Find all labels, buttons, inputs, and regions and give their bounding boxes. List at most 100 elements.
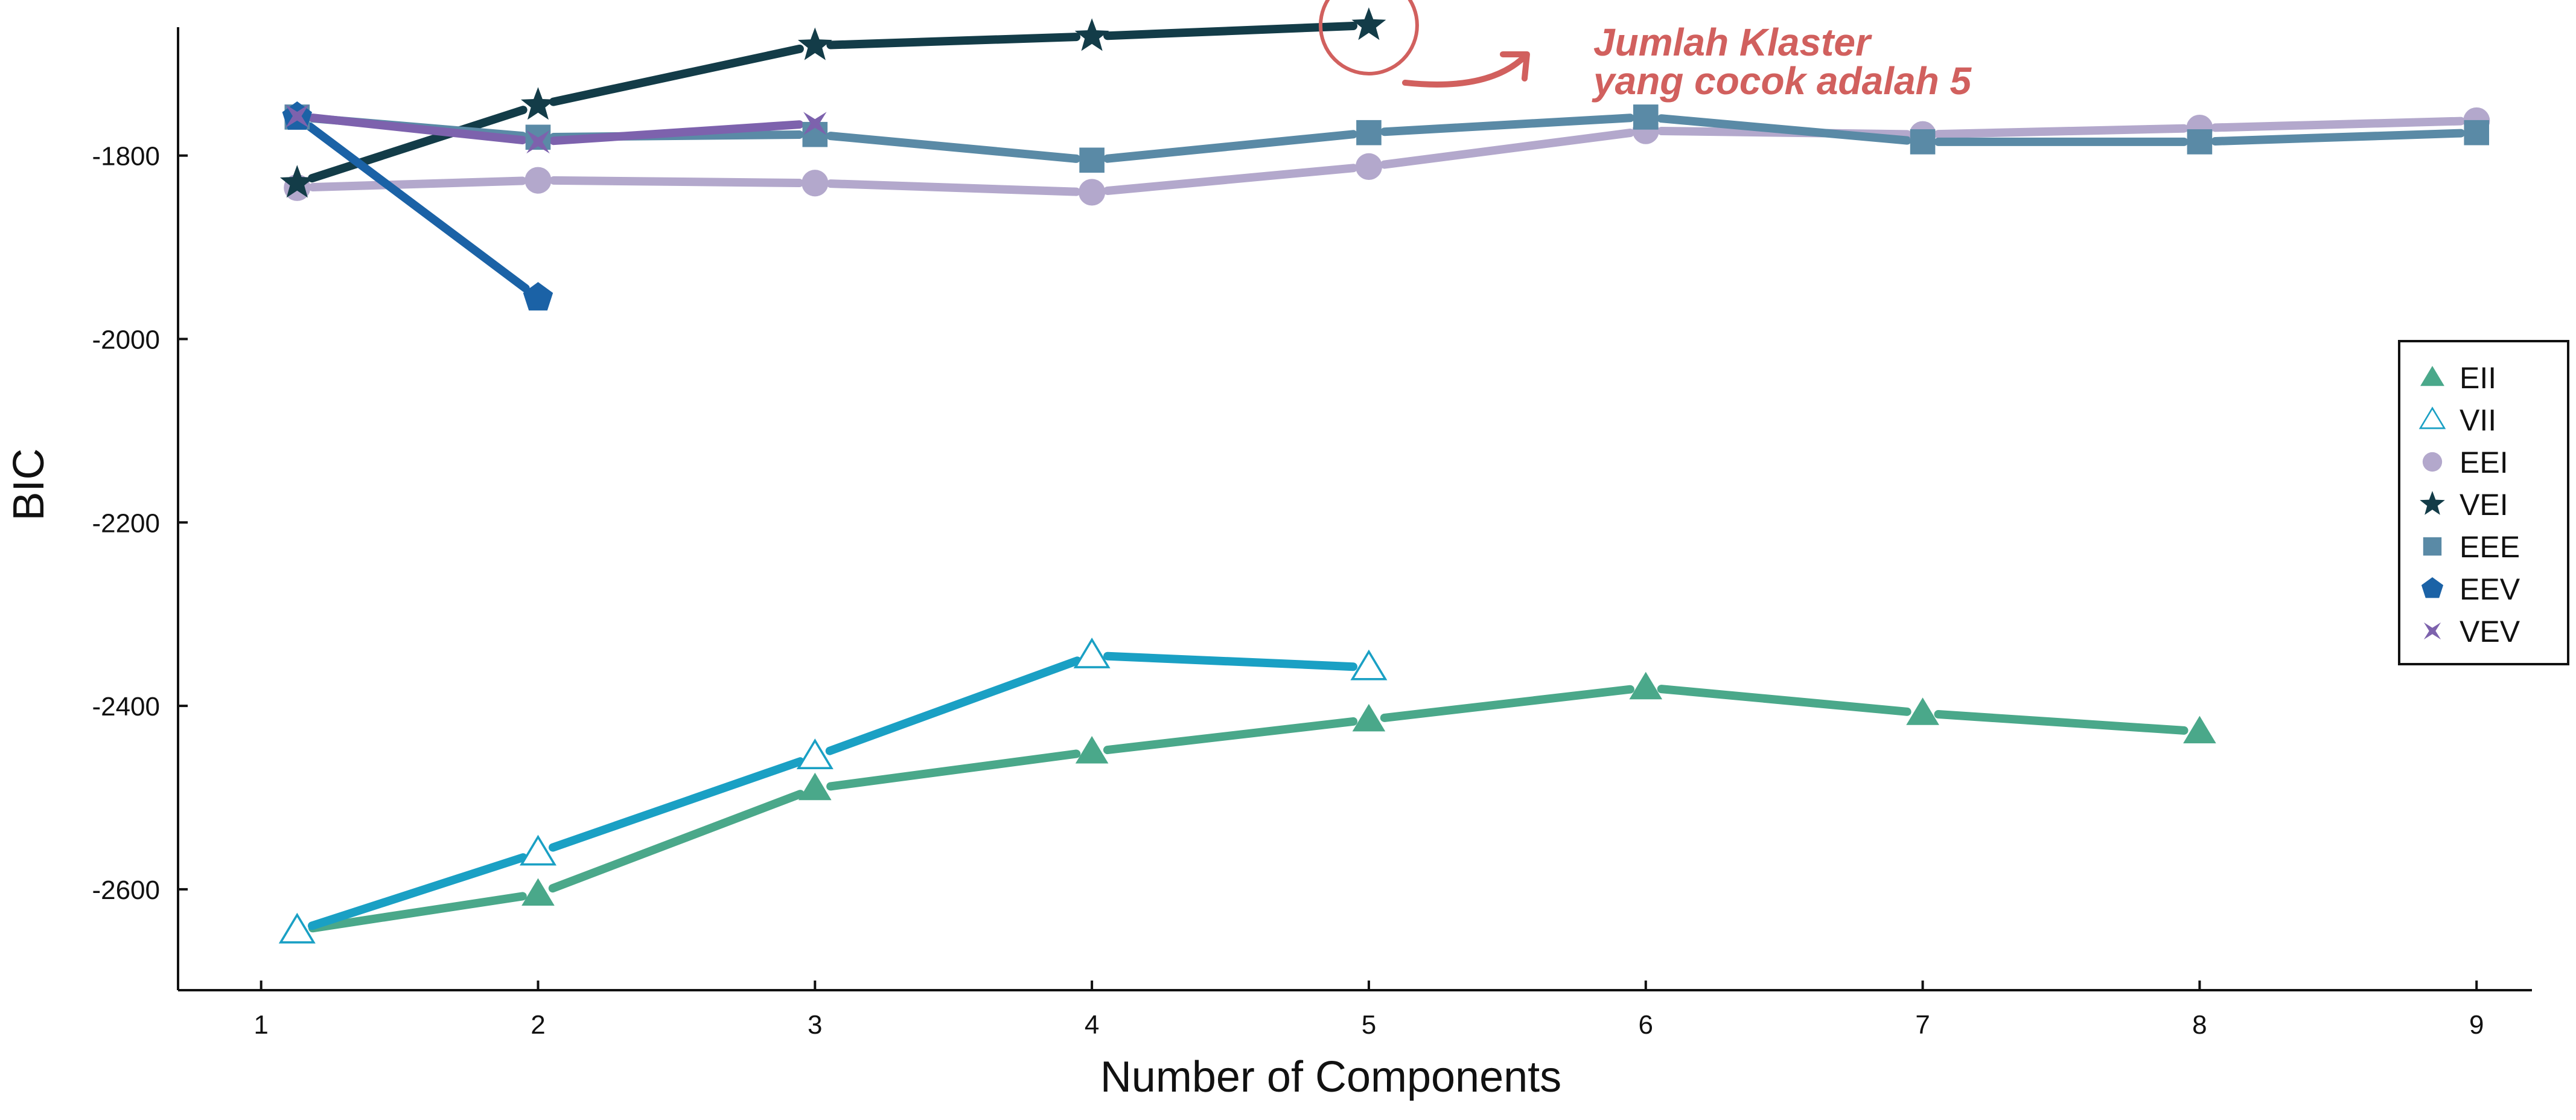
- marker-eii: [1906, 697, 1939, 725]
- y-tick-label: -2000: [92, 325, 160, 354]
- annotation-arrowhead: [1499, 51, 1530, 82]
- legend-label-vii: VII: [2460, 403, 2496, 437]
- line-segment-eei: [2211, 117, 2466, 132]
- marker-eee: [2187, 129, 2213, 155]
- line-segment-eee: [1380, 114, 1634, 136]
- y-tick-label: -1800: [92, 142, 160, 171]
- line-segment-eee: [1657, 114, 1911, 145]
- line-segment-eee: [1103, 130, 1358, 163]
- x-tick-label: 1: [253, 1010, 268, 1040]
- legend-marker-vev: [2423, 622, 2441, 640]
- line-segment-vei: [549, 44, 804, 106]
- line-segment-vii: [308, 853, 528, 930]
- legend-marker-eii: [2420, 366, 2444, 386]
- legend-marker-eei: [2422, 452, 2443, 472]
- line-segment-eii: [1934, 710, 2189, 735]
- marker-vii: [1350, 649, 1388, 680]
- marker-eee: [2464, 120, 2490, 146]
- line-segment-eei: [308, 176, 527, 191]
- marker-vii: [1073, 638, 1111, 668]
- axes: 1 2 3 4 5 6 7 8 9 -2600 -2400 -2200 -2000 -1800 Number…: [5, 27, 2532, 1101]
- x-tick-label: 9: [2469, 1010, 2484, 1040]
- line-segment-vev: [308, 114, 527, 145]
- marker-vei: [797, 27, 832, 60]
- marker-vii: [796, 738, 834, 769]
- line-segment-eii: [1657, 685, 1911, 716]
- marker-eee: [1079, 147, 1105, 173]
- marker-vev: [526, 130, 550, 154]
- y-tick-label: -2600: [92, 875, 160, 905]
- line-segment-vii: [825, 656, 1082, 755]
- legend: EII VII EEI VEI EEE EEV VEV: [2398, 340, 2569, 665]
- legend-label-eii: EII: [2460, 361, 2496, 395]
- marker-eii: [798, 772, 832, 801]
- x-tick-label: 3: [808, 1010, 822, 1040]
- marker-vei: [1074, 18, 1109, 51]
- y-axis-label: BIC: [5, 448, 53, 520]
- marker-vev: [803, 112, 827, 135]
- line-segment-eee: [2211, 129, 2466, 146]
- legend-marker-vei: [2420, 491, 2445, 515]
- x-tick-label: 7: [1915, 1010, 1930, 1040]
- marker-vii: [278, 912, 316, 944]
- marker-eii: [521, 878, 555, 906]
- marker-eei: [1079, 179, 1106, 206]
- annotation-text-line2: yang cocok adalah 5: [1592, 59, 1972, 103]
- line-segment-vei: [1103, 22, 1357, 40]
- marker-vev: [285, 104, 309, 128]
- legend-label-vev: VEV: [2460, 615, 2520, 648]
- line-segment-vei: [308, 106, 528, 183]
- line-segment-eii: [308, 892, 527, 933]
- line-segment-eei: [549, 176, 804, 187]
- x-tick-label: 5: [1362, 1010, 1376, 1040]
- marker-vii: [519, 834, 556, 866]
- line-segment-eii: [548, 790, 805, 893]
- line-segment-eii: [826, 749, 1081, 791]
- annotation-circle: [1318, 0, 1419, 75]
- legend-label-eev: EEV: [2460, 572, 2520, 606]
- line-segment-eev: [305, 122, 530, 293]
- marker-eee: [1633, 104, 1659, 130]
- line-segment-eei: [826, 179, 1081, 196]
- line-segment-eei: [1934, 124, 2189, 139]
- line-segment-eii: [1380, 685, 1634, 722]
- marker-eii: [1629, 671, 1663, 700]
- series-lines: [305, 22, 2466, 933]
- legend-marker-eev: [2421, 577, 2444, 598]
- legend-label-eei: EEI: [2460, 446, 2508, 479]
- y-tick-label: -2400: [92, 692, 160, 722]
- x-tick-label: 4: [1085, 1010, 1099, 1040]
- marker-eee: [1910, 129, 1936, 155]
- line-segment-eei: [1103, 164, 1358, 195]
- line-segment-vei: [826, 33, 1081, 50]
- line-segment-vii: [1103, 651, 1357, 671]
- marker-vei: [1351, 7, 1386, 40]
- marker-eii: [2183, 715, 2216, 744]
- legend-label-eee: EEE: [2460, 530, 2520, 564]
- marker-eei: [802, 170, 829, 197]
- x-tick-label: 6: [1639, 1010, 1653, 1040]
- marker-eev: [523, 282, 553, 311]
- marker-vei: [521, 87, 555, 120]
- y-tick-label: -2200: [92, 508, 160, 538]
- annotation-text-line1: Jumlah Klaster: [1593, 21, 1872, 64]
- annotation: Jumlah Klaster yang cocok adalah 5: [1318, 0, 1972, 103]
- annotation-arrow: [1401, 52, 1529, 88]
- marker-eii: [1075, 736, 1109, 764]
- marker-eei: [524, 167, 552, 194]
- line-segment-vii: [549, 757, 805, 852]
- legend-marker-vii: [2418, 406, 2446, 429]
- marker-eii: [1352, 703, 1386, 732]
- marker-eei: [1355, 153, 1383, 180]
- x-tick-label: 2: [531, 1010, 545, 1040]
- line-segment-eii: [1103, 717, 1358, 755]
- x-axis-label: Number of Components: [1100, 1053, 1561, 1101]
- line-segment-vev: [549, 120, 804, 146]
- marker-vei: [279, 165, 314, 198]
- x-tick-label: 8: [2192, 1010, 2207, 1040]
- line-segment-eei: [1380, 129, 1634, 169]
- series-markers: [278, 7, 2490, 944]
- legend-label-vei: VEI: [2460, 488, 2508, 522]
- legend-marker-eee: [2423, 537, 2442, 556]
